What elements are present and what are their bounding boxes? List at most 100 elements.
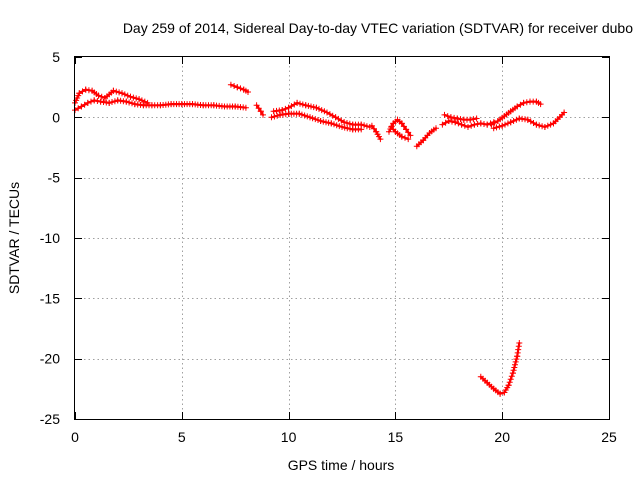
data-point: [129, 100, 135, 107]
x-tick-label: 20: [494, 429, 510, 445]
data-point: [523, 99, 530, 106]
data-point: [91, 97, 98, 104]
data-point: [82, 86, 89, 93]
data-point: [298, 111, 305, 118]
data-point: [302, 102, 309, 109]
data-point: [510, 118, 517, 124]
data-point: [402, 134, 408, 141]
data-point: [445, 118, 452, 124]
data-point: [513, 116, 520, 123]
data-point: [439, 121, 446, 128]
data-point: [237, 85, 244, 92]
data-point: [510, 367, 517, 374]
data-point: [516, 340, 523, 346]
y-tick-label: 5: [52, 49, 60, 65]
data-point: [488, 121, 495, 128]
data-point: [245, 89, 251, 95]
data-point: [520, 99, 527, 106]
data-point: [504, 120, 511, 127]
series-line: [255, 104, 265, 116]
data-point: [75, 105, 82, 112]
data-point: [312, 116, 319, 123]
data-point: [242, 104, 249, 111]
data-point: [341, 124, 348, 131]
data-point: [341, 119, 348, 126]
data-point: [474, 121, 481, 127]
y-tick-label: 0: [52, 109, 60, 125]
data-point: [508, 373, 515, 380]
data-point: [296, 110, 303, 117]
data-point: [513, 356, 520, 363]
y-tick-label: -5: [48, 170, 61, 186]
data-point: [317, 118, 324, 124]
data-point: [506, 379, 513, 386]
data-point: [309, 115, 316, 122]
y-tick-label: -15: [40, 290, 60, 306]
data-point: [138, 97, 145, 104]
series-arc-9: [388, 124, 412, 143]
data-point: [470, 116, 477, 123]
data-point: [467, 116, 474, 123]
data-point: [493, 124, 500, 131]
data-point: [433, 125, 439, 132]
data-point: [481, 121, 487, 127]
data-point: [85, 87, 92, 94]
data-point: [119, 90, 125, 97]
series-arc-2: [72, 97, 249, 114]
data-point: [507, 376, 514, 383]
series-arc-13: [488, 98, 544, 128]
data-point: [468, 122, 475, 129]
data-point: [544, 122, 551, 129]
data-point: [268, 114, 275, 121]
data-point: [109, 99, 115, 105]
data-point: [231, 83, 238, 89]
data-series: [72, 81, 568, 397]
data-point: [496, 123, 503, 130]
data-point: [407, 132, 414, 139]
data-point: [313, 104, 320, 111]
data-point: [321, 108, 328, 115]
data-point: [318, 107, 325, 114]
data-point: [106, 99, 113, 106]
data-point: [98, 93, 105, 100]
data-point: [458, 121, 465, 128]
data-point: [279, 107, 286, 114]
data-point: [94, 98, 101, 104]
data-point: [339, 124, 345, 130]
data-point: [377, 136, 384, 143]
data-point: [499, 122, 506, 129]
data-point: [124, 92, 131, 99]
data-point: [471, 121, 478, 128]
series-arc-15: [477, 340, 523, 397]
data-point: [509, 370, 516, 377]
data-point: [121, 91, 128, 98]
data-point: [517, 101, 524, 108]
data-point: [301, 112, 308, 119]
plot-frame: [74, 56, 610, 420]
data-point: [515, 346, 522, 353]
data-point: [123, 98, 130, 105]
data-point: [333, 122, 340, 129]
data-point: [358, 126, 365, 133]
data-point: [113, 88, 120, 95]
data-point: [344, 125, 351, 132]
series-arc-8: [386, 116, 414, 139]
data-point: [323, 119, 329, 126]
data-point: [561, 109, 568, 116]
data-point: [405, 136, 412, 143]
data-point: [76, 90, 83, 97]
series-arc-4: [253, 102, 266, 118]
data-point: [473, 115, 480, 122]
data-point: [452, 119, 459, 126]
data-point: [325, 119, 332, 126]
x-tick-label: 5: [178, 429, 186, 445]
data-point: [449, 118, 455, 125]
series-arc-5: [270, 99, 373, 130]
data-point: [477, 120, 484, 127]
data-point: [260, 111, 266, 118]
data-point: [95, 92, 102, 99]
data-point: [514, 103, 521, 110]
data-point: [505, 382, 512, 389]
data-point: [111, 98, 118, 105]
